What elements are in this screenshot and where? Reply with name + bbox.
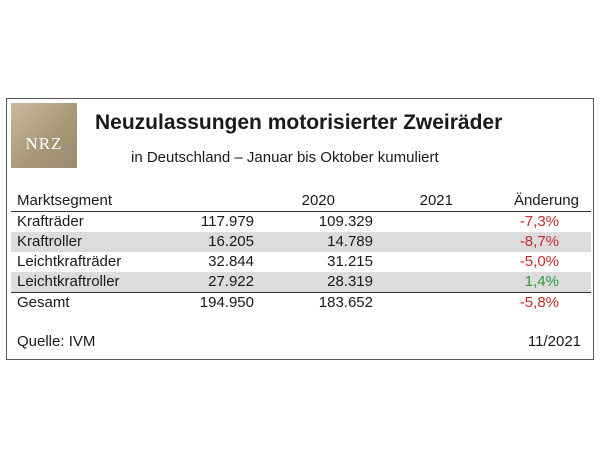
logo-text: NRZ	[26, 134, 63, 153]
nrz-logo: NRZ	[11, 103, 77, 168]
cell-segment: Krafträder	[17, 213, 84, 230]
cell-2020: 16.205	[208, 233, 254, 250]
cell-2021: 109.329	[318, 213, 373, 230]
table-row: Leichtkrafträder 32.844 31.215 -5,0%	[11, 252, 591, 272]
cell-segment: Leichtkrafträder	[17, 253, 122, 270]
cell-change-total: -5,8%	[519, 294, 559, 311]
source-note: Quelle: IVM	[17, 333, 96, 350]
table-header-row: Marktsegment 2020 2021 Änderung	[11, 191, 591, 212]
cell-change: 1,4%	[524, 273, 559, 290]
col-header-segment: Marktsegment	[17, 192, 113, 209]
cell-change: -5,0%	[519, 253, 559, 270]
data-table: Marktsegment 2020 2021 Änderung Krafträd…	[11, 191, 591, 313]
col-header-2021: 2021	[419, 192, 453, 209]
cell-segment: Leichtkraftroller	[17, 273, 120, 290]
table-row: Leichtkraftroller 27.922 28.319 1,4%	[11, 272, 591, 292]
chart-frame: NRZ Neuzulassungen motorisierter Zweiräd…	[6, 98, 594, 360]
cell-segment-total: Gesamt	[17, 294, 70, 311]
table-row: Kraftroller 16.205 14.789 -8,7%	[11, 232, 591, 252]
cell-2021: 31.215	[327, 253, 373, 270]
table-row: Krafträder 117.979 109.329 -7,3%	[11, 212, 591, 232]
cell-change: -7,3%	[519, 213, 559, 230]
nrz-logo-mark: NRZ	[26, 134, 63, 153]
cell-2020: 117.979	[200, 213, 254, 230]
cell-2021: 14.789	[327, 233, 373, 250]
cell-2020-total: 194.950	[199, 294, 254, 311]
cell-2020: 27.922	[208, 273, 254, 290]
cell-change: -8,7%	[519, 233, 559, 250]
cell-segment: Kraftroller	[17, 233, 83, 250]
cell-2020: 32.844	[208, 253, 254, 270]
cell-2021-total: 183.652	[318, 294, 373, 311]
chart-subtitle: in Deutschland – Januar bis Oktober kumu…	[131, 149, 439, 166]
col-header-change: Änderung	[513, 192, 579, 209]
table-total-row: Gesamt 194.950 183.652 -5,8%	[11, 292, 591, 313]
cell-2021: 28.319	[327, 273, 373, 290]
chart-title: Neuzulassungen motorisierter Zweiräder	[95, 111, 503, 134]
col-header-2020: 2020	[301, 192, 335, 209]
date-note: 11/2021	[527, 333, 581, 350]
